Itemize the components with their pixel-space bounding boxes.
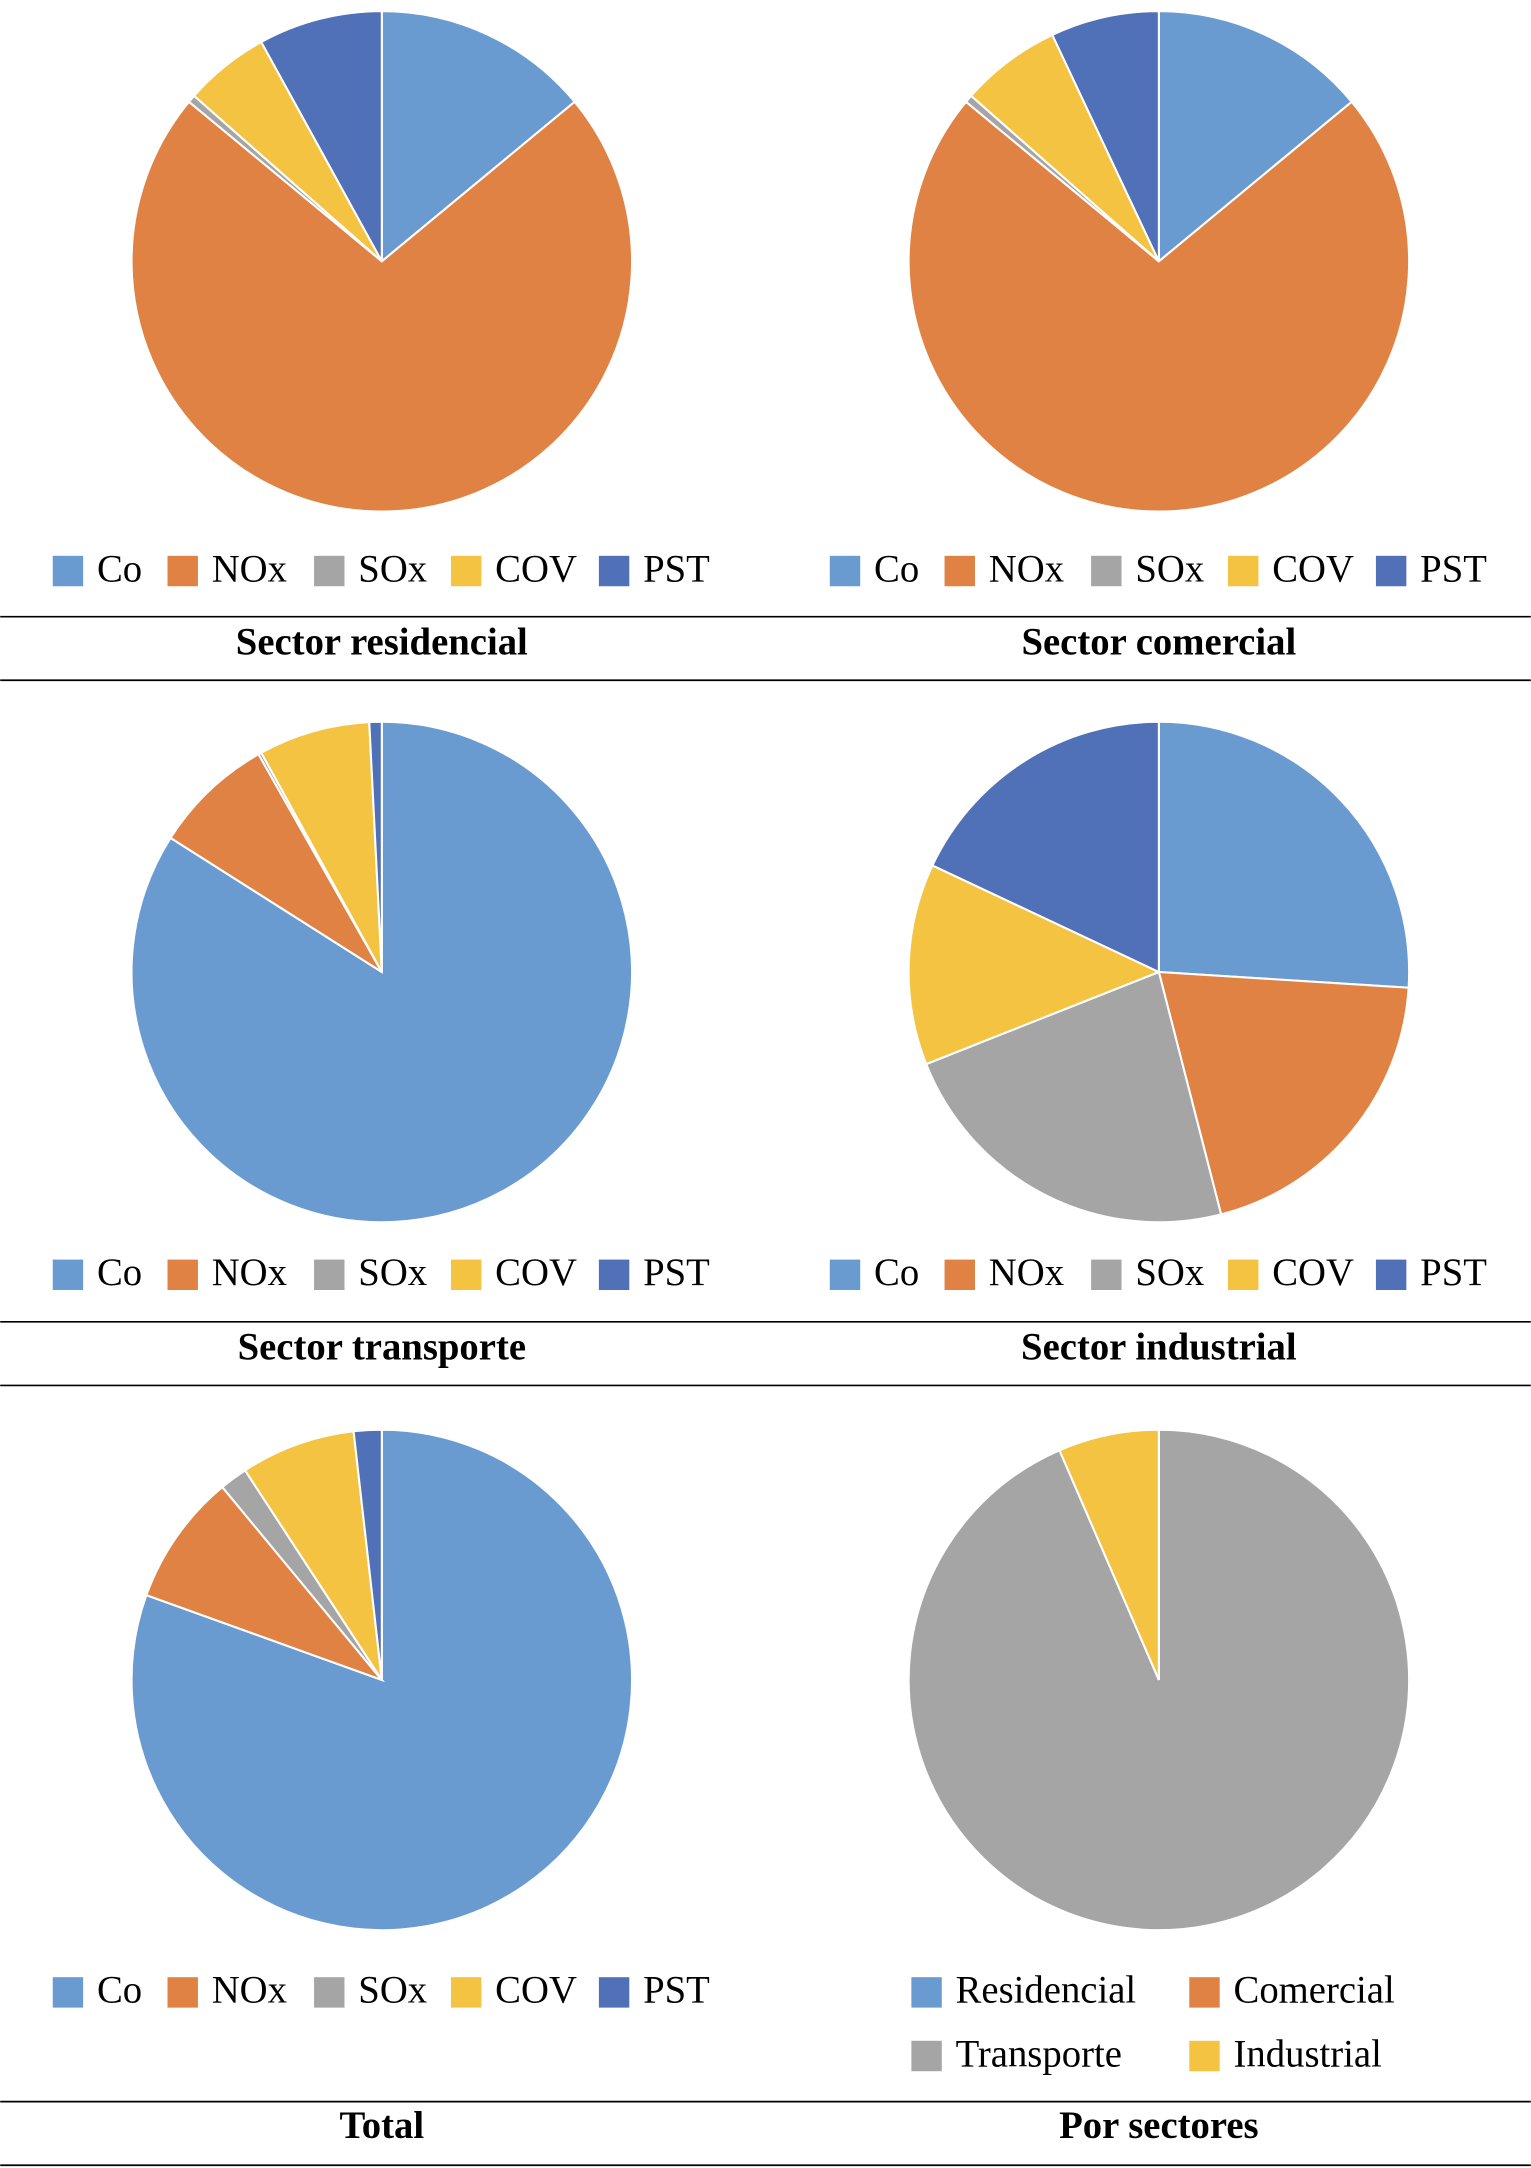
legend-swatch [1189, 2040, 1220, 2072]
legend-label: COV [495, 1252, 577, 1294]
legend-label: SOx [1135, 1252, 1204, 1294]
legend-label: NOx [212, 548, 287, 590]
legend-label: Co [874, 548, 919, 590]
legend-swatch [1227, 1259, 1259, 1291]
legend-swatch [829, 1259, 861, 1291]
legend-swatch [167, 555, 198, 587]
legend-swatch [52, 1259, 84, 1291]
pie-slice [907, 864, 1162, 1066]
legend-swatch [911, 2040, 942, 2072]
separators [0, 615, 1531, 2167]
pie-slice [243, 1430, 383, 1681]
legend-label: Co [874, 1252, 919, 1294]
legend-swatch [829, 555, 861, 587]
legend-label: SOx [358, 1970, 427, 2012]
pie-slice [1157, 720, 1411, 989]
pie-slice [169, 752, 383, 973]
legend-label: Co [97, 548, 142, 590]
chart-title: Sector industrial [1021, 1327, 1297, 1369]
legend-swatch [1189, 1977, 1220, 2008]
legend-label: Co [97, 1970, 142, 2012]
legend-label: PST [643, 1252, 710, 1294]
chart-title: Sector transporte [238, 1327, 526, 1369]
pie-slice [259, 720, 383, 973]
legend-swatch [314, 555, 345, 587]
legend-swatch [944, 555, 975, 587]
legend-label: COV [495, 548, 577, 590]
legend-label: PST [643, 1970, 710, 2012]
legend-swatch [1091, 1259, 1122, 1291]
pie-slice [368, 720, 383, 973]
pie-slice [145, 1485, 386, 1683]
legend-label: Comercial [1234, 1970, 1395, 2012]
legend-swatch [52, 555, 84, 587]
legend-label: NOx [212, 1970, 287, 2012]
legend-label: NOx [989, 548, 1064, 590]
pie-slice [352, 1428, 383, 1681]
legend-swatch [1227, 555, 1259, 587]
legend-swatch [52, 1977, 84, 2008]
pie-slice [924, 970, 1223, 1224]
legend-swatch [167, 1977, 198, 2008]
chart-title: Sector comercial [1021, 622, 1296, 664]
legend-label: Transporte [956, 2033, 1122, 2075]
legend-label: PST [1420, 548, 1487, 590]
legend-swatch [450, 555, 482, 587]
chart-title: Por sectores [1059, 2105, 1259, 2147]
legend-label: SOx [358, 1252, 427, 1294]
legend-swatch [1375, 555, 1407, 587]
pie-slice [931, 720, 1160, 974]
legend-swatch [911, 1977, 942, 2008]
legend-swatch [1091, 555, 1122, 587]
legend-swatch [314, 1977, 345, 2008]
legend-label: Co [97, 1252, 142, 1294]
legend-swatch [598, 1977, 630, 2008]
legend-label: PST [643, 548, 710, 590]
legend-label: NOx [989, 1252, 1064, 1294]
pie-slice [259, 10, 383, 262]
legend-swatch [167, 1259, 198, 1291]
legend-label: Industrial [1234, 2033, 1382, 2075]
pie-slice [1157, 10, 1354, 264]
legend-swatch [314, 1259, 345, 1291]
legend-label: COV [1272, 1252, 1354, 1294]
legend-swatch [450, 1977, 482, 2008]
legend-swatch [944, 1259, 975, 1291]
pie-slice [380, 10, 577, 264]
pie-slice [907, 100, 1411, 513]
legend-label: COV [1272, 548, 1354, 590]
legend-label: SOx [358, 548, 427, 590]
legend-label: Residencial [956, 1970, 1137, 2012]
legend-swatch [598, 1259, 630, 1291]
legend-label: COV [495, 1970, 577, 2012]
chart-title: Total [340, 2105, 425, 2147]
legend-label: SOx [1135, 548, 1204, 590]
pie-slice [1157, 970, 1410, 1216]
pie-slice [1050, 10, 1160, 262]
legend-swatch [450, 1259, 482, 1291]
legend-swatch [598, 555, 630, 587]
chart-title: Sector residencial [236, 622, 528, 664]
pie-slice [1058, 1428, 1160, 1681]
legend-label: PST [1420, 1252, 1487, 1294]
pie-slice [130, 100, 634, 513]
legend-label: NOx [212, 1252, 287, 1294]
legend-swatch [1375, 1259, 1407, 1291]
